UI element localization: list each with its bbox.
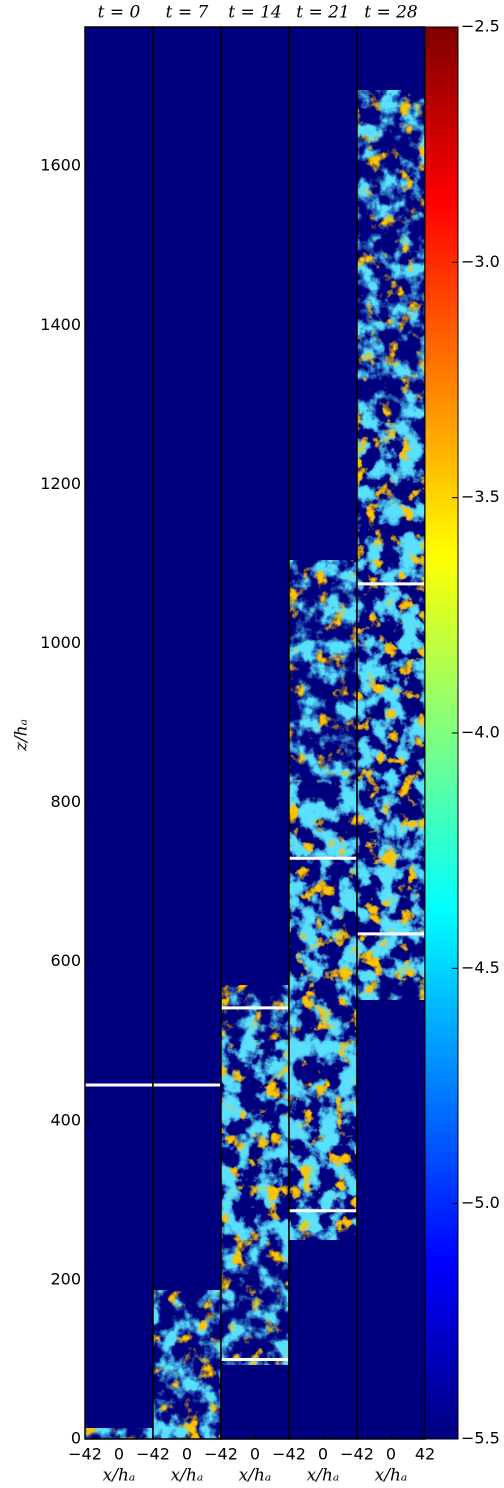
structure-hot	[221, 1040, 289, 1240]
colorbar-tick-label: −3.5	[461, 487, 500, 506]
x-tick-label: −42	[272, 1445, 306, 1464]
x-tick-label: 0	[318, 1445, 328, 1464]
x-tick-label: 0	[182, 1445, 192, 1464]
colorbar-tick-label: −4.0	[461, 723, 500, 742]
x-tick-label: 0	[250, 1445, 260, 1464]
x-axis-label: x/hₐ	[307, 1466, 340, 1486]
colorbar-tick-label: −2.5	[461, 17, 500, 36]
y-tick-label: 1200	[40, 474, 81, 493]
x-axis-label: x/hₐ	[103, 1466, 136, 1486]
panel-title: t = 21	[296, 3, 350, 23]
x-tick-label: −42	[204, 1445, 238, 1464]
y-tick-label: 400	[50, 1110, 81, 1129]
panel-background	[153, 27, 221, 1439]
x-tick-label: 0	[386, 1445, 396, 1464]
colorbar-tick-label: −3.0	[461, 252, 500, 271]
panels	[84, 26, 426, 1440]
x-axis-label: x/hₐ	[239, 1466, 272, 1486]
panel-title: t = 0	[98, 3, 141, 23]
y-tick-label: 0	[71, 1429, 81, 1448]
x-axis-label: x/hₐ	[375, 1466, 408, 1486]
y-tick-label: 1400	[40, 315, 81, 334]
y-tick-label: 200	[50, 1269, 81, 1288]
x-tick-label: −42	[68, 1445, 102, 1464]
x-tick-label: 0	[114, 1445, 124, 1464]
structure-hot	[289, 780, 357, 1230]
panel-title: t = 28	[364, 3, 418, 23]
panel-background	[85, 27, 153, 1439]
x-tick-label: −42	[340, 1445, 374, 1464]
x-tick-label: 42	[415, 1445, 435, 1464]
y-axis-label: z/hₐ	[12, 719, 32, 752]
colorbar-tick-label: −5.0	[461, 1193, 500, 1212]
y-tick-label: 1000	[40, 633, 81, 652]
structure-hot	[85, 1428, 153, 1439]
y-tick-label: 800	[50, 792, 81, 811]
panel-title: t = 7	[166, 3, 209, 23]
colorbar-tick-label: −5.5	[461, 1429, 500, 1448]
y-tick-label: 1600	[40, 156, 81, 175]
structure-hot	[357, 420, 425, 980]
x-tick-label: −42	[136, 1445, 170, 1464]
y-tick-label: 600	[50, 951, 81, 970]
colorbar-tick-label: −4.5	[461, 958, 500, 977]
structure-hot	[153, 1290, 221, 1439]
x-axis-label: x/hₐ	[171, 1466, 204, 1486]
panel-title: t = 14	[228, 3, 282, 23]
